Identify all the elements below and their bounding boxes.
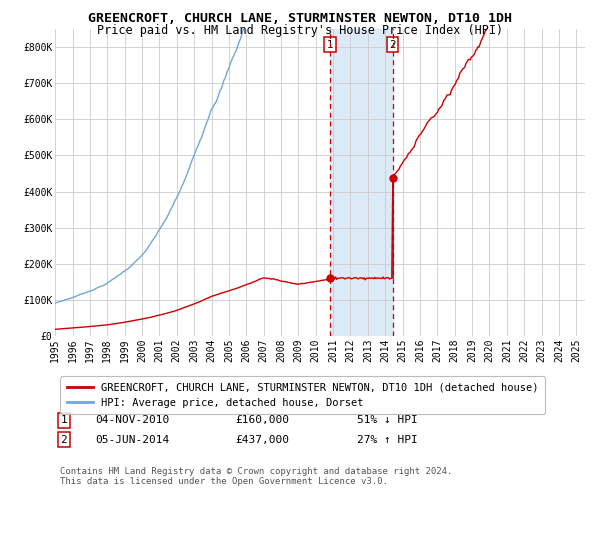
Text: 1: 1	[327, 40, 334, 50]
Text: Price paid vs. HM Land Registry's House Price Index (HPI): Price paid vs. HM Land Registry's House …	[97, 24, 503, 37]
Legend: GREENCROFT, CHURCH LANE, STURMINSTER NEWTON, DT10 1DH (detached house), HPI: Ave: GREENCROFT, CHURCH LANE, STURMINSTER NEW…	[61, 376, 545, 414]
Text: Contains HM Land Registry data © Crown copyright and database right 2024.
This d: Contains HM Land Registry data © Crown c…	[61, 466, 453, 486]
Text: 2: 2	[389, 40, 396, 50]
Text: £437,000: £437,000	[235, 435, 289, 445]
Text: 05-JUN-2014: 05-JUN-2014	[95, 435, 169, 445]
Text: 04-NOV-2010: 04-NOV-2010	[95, 416, 169, 426]
Text: 27% ↑ HPI: 27% ↑ HPI	[357, 435, 418, 445]
Text: GREENCROFT, CHURCH LANE, STURMINSTER NEWTON, DT10 1DH: GREENCROFT, CHURCH LANE, STURMINSTER NEW…	[88, 12, 512, 25]
Text: 51% ↓ HPI: 51% ↓ HPI	[357, 416, 418, 426]
Text: £160,000: £160,000	[235, 416, 289, 426]
Text: 2: 2	[61, 435, 67, 445]
Text: 1: 1	[61, 416, 67, 426]
Bar	[331, 29, 392, 336]
